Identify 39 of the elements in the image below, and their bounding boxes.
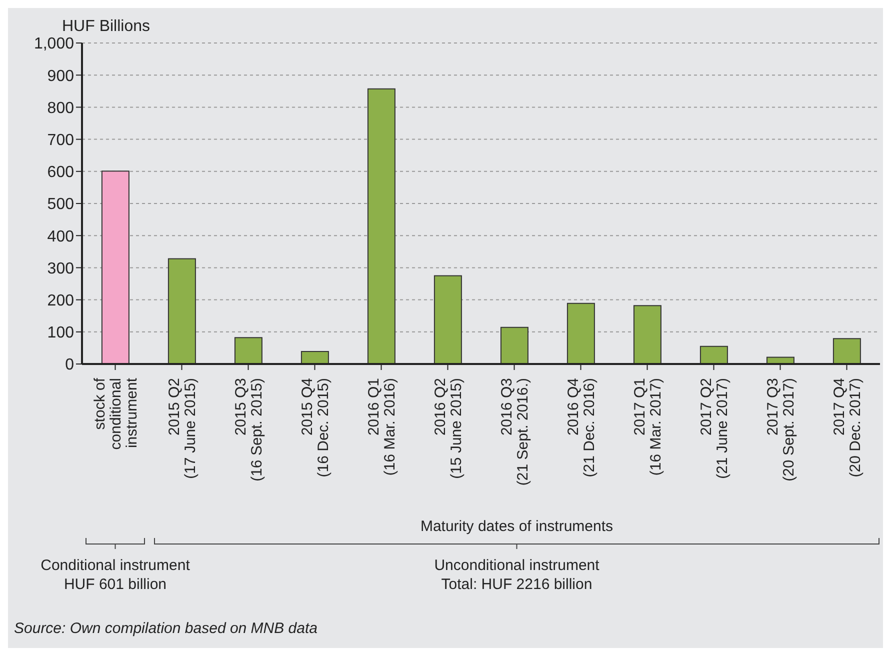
text: Conditional instrument HUF 601 billion — [40, 557, 191, 593]
y-tick-label: 400 — [47, 228, 74, 246]
y-tick-label: 300 — [47, 260, 74, 278]
bar — [234, 337, 262, 364]
y-tick-label: 0 — [65, 356, 74, 374]
x-tick-label: 2015 Q4 (16 Dec. 2015) — [298, 378, 332, 478]
y-tick-label: 500 — [47, 196, 74, 214]
y-tick-label: 800 — [47, 100, 74, 117]
bar — [566, 302, 595, 364]
bar — [367, 88, 396, 364]
y-tick-label: 600 — [47, 164, 74, 182]
bar — [832, 338, 861, 364]
x-tick-label: 2016 Q2 (15 June 2015) — [432, 378, 465, 479]
x-tick-label: 2017 Q2 (21 June 2017) — [698, 378, 731, 479]
x-tick-label: 2016 Q1 (16 Mar. 2016) — [365, 378, 398, 476]
x-tick-label: 2016 Q4 (21 Dec. 2016) — [564, 378, 598, 478]
y-axis-title: HUF Billions — [62, 18, 150, 36]
x-tick-label: 2017 Q4 (20 Dec. 2017) — [830, 378, 864, 478]
y-tick-label: 200 — [47, 292, 74, 310]
x-tick-label: stock of conditional instrument — [91, 377, 140, 450]
y-tick-label: 100 — [47, 324, 74, 342]
y-tick-label: 1,000 — [34, 36, 74, 53]
x-axis-title: Maturity dates of instruments — [420, 518, 614, 535]
y-tick-label: 700 — [47, 132, 74, 149]
text: Unconditional instrument Total: HUF 2216 billion — [434, 557, 600, 593]
x-tick-label: 2016 Q3 (21 Sept. 2016.) — [498, 378, 532, 486]
x-tick-label: 2017 Q3 (20 Sept. 2017) — [764, 378, 798, 482]
x-tick-label: 2015 Q2 (17 June 2015) — [166, 378, 199, 479]
y-tick-label: 900 — [47, 68, 74, 85]
x-tick-label: 2015 Q3 (16 Sept. 2015) — [232, 378, 266, 482]
bar — [101, 170, 130, 364]
bar — [300, 350, 329, 364]
x-tick-label: 2017 Q1 (16 Mar. 2017) — [631, 378, 664, 476]
bar — [633, 305, 662, 364]
bar — [500, 326, 528, 364]
bar — [700, 346, 728, 364]
source-note: Source: Own compilation based on MNB data — [14, 620, 318, 637]
bar — [168, 258, 196, 364]
bar — [434, 275, 462, 364]
